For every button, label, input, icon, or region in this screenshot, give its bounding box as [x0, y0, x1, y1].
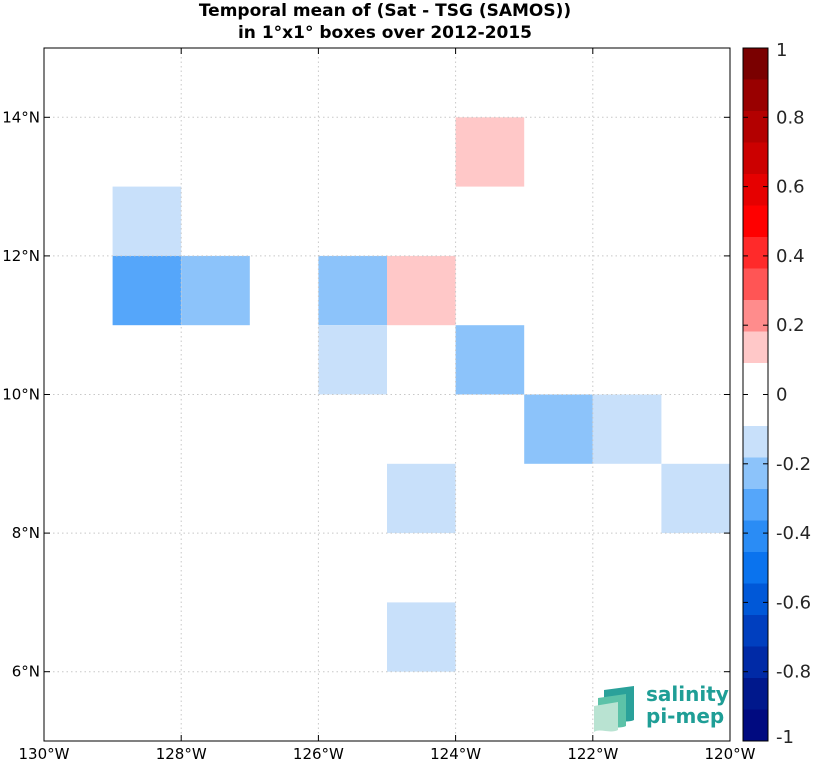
colorbar-swatch — [743, 300, 768, 332]
x-tick-label: 128°W — [156, 745, 207, 763]
heatmap-cell — [661, 463, 730, 534]
colorbar-swatch — [743, 142, 768, 175]
x-tick-label: 130°W — [19, 745, 70, 763]
chart-subtitle: in 1°x1° boxes over 2012-2015 — [238, 23, 532, 43]
colorbar-tick-label: 0.8 — [776, 107, 805, 128]
colorbar-swatch — [743, 79, 768, 112]
x-tick-label: 120°W — [705, 745, 756, 763]
colorbar-swatch — [743, 520, 768, 553]
colorbar-tick-label: -1 — [776, 727, 794, 748]
colorbar-swatches — [743, 48, 768, 742]
colorbar-tick-label: 0.2 — [776, 315, 805, 336]
logo-line2: pi-mep — [646, 704, 724, 728]
colorbar-swatch — [743, 268, 768, 301]
heatmap-cell — [592, 394, 662, 464]
colorbar-tick-label: 0.4 — [776, 246, 805, 267]
colorbar-tick-label: 0.6 — [776, 177, 805, 198]
colorbar-swatch — [743, 646, 768, 679]
colorbar-tick-label: 1 — [776, 40, 787, 61]
colorbar-swatch — [743, 48, 768, 80]
colorbar-swatch — [743, 363, 768, 395]
x-tick-label: 126°W — [293, 745, 344, 763]
colorbar-tick-label: -0.4 — [776, 523, 811, 544]
colorbar-swatch — [743, 489, 768, 521]
y-tick-label: 8°N — [12, 524, 40, 542]
heatmap-cell — [112, 255, 182, 326]
x-tick-label: 122°W — [567, 745, 618, 763]
heatmap-cells — [112, 117, 730, 672]
colorbar-swatch — [743, 394, 768, 427]
heatmap-cell — [387, 255, 456, 326]
colorbar-swatch — [743, 331, 768, 364]
y-tick-label: 6°N — [12, 663, 40, 681]
colorbar-swatch — [743, 583, 768, 616]
y-tick-label: 10°N — [2, 386, 40, 404]
y-tick-label: 14°N — [2, 108, 40, 126]
logo-waves-icon — [594, 686, 634, 732]
x-tick-label: 124°W — [430, 745, 481, 763]
colorbar-tick-label: -0.6 — [776, 592, 811, 613]
colorbar-swatch — [743, 426, 768, 458]
x-axis-ticks: 130°W 128°W 126°W 124°W 122°W 120°W — [19, 48, 756, 763]
colorbar-swatch — [743, 205, 768, 238]
logo-line1: salinity — [646, 682, 729, 706]
heatmap-cell — [524, 394, 593, 464]
colorbar-swatch — [743, 174, 768, 206]
salinity-pimep-logo: salinity pi-mep — [594, 682, 729, 732]
heatmap-cell — [455, 117, 525, 187]
chart-title: Temporal mean of (Sat - TSG (SAMOS)) — [199, 1, 571, 21]
colorbar: 1 0.8 0.6 0.4 0.2 0 -0.2 -0.4 -0.6 -0.8 -1 — [742, 40, 811, 748]
colorbar-tick-label: -0.2 — [776, 454, 811, 475]
colorbar-swatch — [743, 615, 768, 647]
heatmap-cell — [318, 255, 387, 326]
colorbar-swatch — [743, 678, 768, 710]
colorbar-swatch — [743, 457, 768, 490]
heatmap-cell — [112, 186, 182, 256]
colorbar-tick-label: 0 — [776, 385, 787, 406]
colorbar-tick-label: -0.8 — [776, 662, 811, 683]
heatmap-cell — [318, 325, 387, 395]
y-tick-label: 12°N — [2, 247, 40, 265]
colorbar-ticks: 1 0.8 0.6 0.4 0.2 0 -0.2 -0.4 -0.6 -0.8 -1 — [743, 40, 811, 748]
grid-lines — [44, 48, 730, 741]
colorbar-swatch — [743, 709, 768, 742]
y-axis-ticks: 6°N 8°N 10°N 12°N 14°N — [2, 108, 730, 681]
heatmap-cell — [387, 602, 456, 672]
heatmap-cell — [181, 255, 250, 326]
colorbar-swatch — [743, 552, 768, 584]
heatmap-cell — [455, 325, 525, 395]
plot-area: 130°W 128°W 126°W 124°W 122°W 120°W 6°N 8°N 10°… — [2, 47, 756, 763]
heatmap-cell — [387, 463, 456, 534]
colorbar-swatch — [743, 111, 768, 143]
colorbar-swatch — [743, 237, 768, 269]
